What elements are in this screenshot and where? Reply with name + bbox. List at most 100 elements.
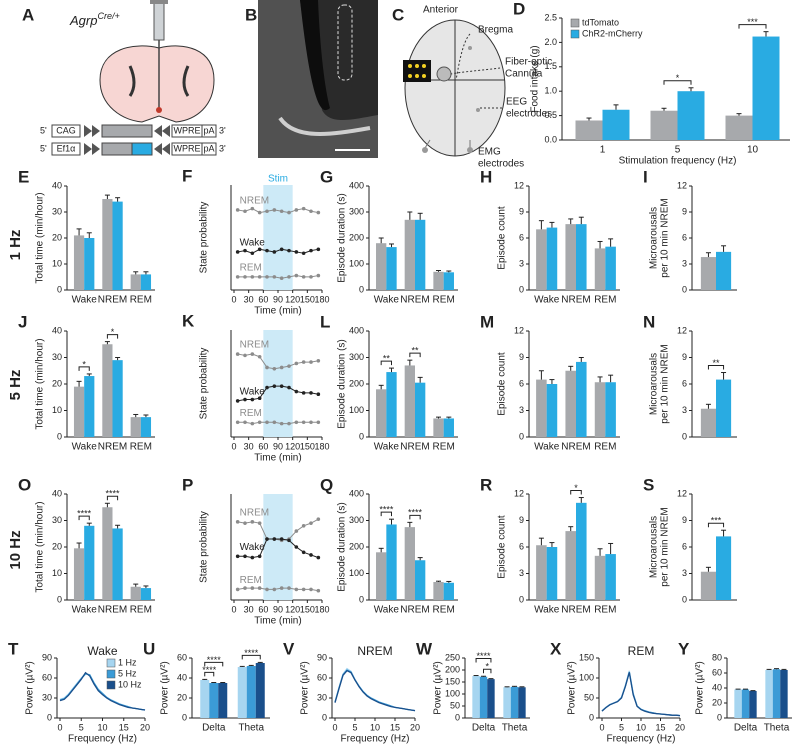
y-tick-label: 150	[445, 676, 460, 686]
construct-label: Ef1α	[57, 143, 76, 153]
fiber-track	[337, 4, 353, 81]
bar	[700, 257, 716, 290]
y-tick-label: 400	[349, 180, 364, 190]
y-tick-label: 6	[519, 232, 524, 242]
y-tick-label: 6	[682, 378, 687, 388]
point	[279, 209, 284, 214]
point	[301, 251, 306, 256]
bar	[677, 91, 705, 140]
x-tick-label: 5	[619, 722, 624, 732]
panel-letter: U	[143, 639, 155, 658]
x-tick-label: Delta	[472, 723, 496, 734]
point	[243, 275, 247, 279]
bar	[376, 389, 387, 437]
bar	[503, 687, 511, 718]
legend-label: 10 Hz	[118, 679, 142, 689]
significance-bracket	[475, 658, 492, 663]
point	[287, 586, 291, 590]
y-tick-label: 30	[52, 352, 62, 362]
bar	[749, 691, 757, 718]
y-tick-label: 9	[682, 515, 687, 525]
x-tick-label: 10	[747, 145, 759, 156]
panel-letter: H	[480, 167, 492, 186]
point	[301, 275, 306, 279]
bar	[102, 507, 113, 600]
bar	[518, 687, 526, 718]
panel-a: A AgrpCre/+ 5' CAG WPRE pA 3' 5' Ef1α	[22, 0, 226, 156]
panel-letter: Q	[320, 475, 333, 494]
panel-c: C Anterior Bregma Fiber-optic Cannula EE…	[392, 5, 552, 170]
y-tick-label: 200	[445, 664, 460, 674]
point	[235, 352, 240, 356]
bar	[565, 370, 576, 437]
y-tick-label: 60	[712, 667, 722, 677]
y-tick-label: 20	[177, 692, 187, 702]
point	[235, 554, 240, 559]
significance-bracket	[78, 366, 90, 371]
y-tick-label: 3	[682, 258, 687, 268]
bar	[376, 552, 387, 600]
x-tick-label: Wake	[374, 295, 400, 306]
significance-label: *	[111, 327, 115, 337]
legend-swatch	[106, 680, 116, 690]
bar	[102, 344, 113, 437]
y-tick-label: 3	[519, 568, 524, 578]
x-tick-label: NREM	[400, 605, 429, 616]
y-tick-label: 20	[52, 378, 62, 388]
point	[301, 420, 306, 425]
y-tick-label: 0	[359, 594, 364, 604]
y-tick-label: 150	[579, 652, 594, 662]
bar	[575, 120, 603, 140]
x-tick-label: REM	[130, 295, 152, 306]
y-tick-label: 200	[349, 541, 364, 551]
bar	[716, 536, 732, 600]
point	[243, 420, 247, 425]
bar	[576, 361, 587, 437]
bar	[130, 417, 141, 437]
y-tick-label: 30	[42, 692, 52, 702]
bar	[602, 109, 630, 140]
x-tick-label: NREM	[98, 605, 127, 616]
bar	[433, 271, 444, 290]
point	[235, 250, 240, 254]
construct-2: 5' Ef1α WPRE pA 3'	[40, 142, 226, 156]
x-tick-label: Wake	[374, 605, 400, 616]
bar	[510, 686, 519, 718]
bar	[576, 502, 587, 600]
y-axis-label: Total time (min/hour)	[35, 501, 46, 592]
bar	[605, 246, 616, 290]
significance-label: ****	[476, 651, 491, 661]
stim-shade	[263, 185, 293, 290]
y-tick-label: 100	[349, 405, 364, 415]
panel-letter: G	[320, 167, 333, 186]
panel-letter: N	[643, 312, 655, 331]
point	[272, 208, 277, 212]
y-tick-label: 0	[359, 431, 364, 441]
y-tick-label: 60	[42, 672, 52, 682]
y-tick-label: 40	[712, 682, 722, 692]
y-tick-label: 6	[519, 378, 524, 388]
bar	[605, 382, 616, 437]
point	[272, 250, 277, 254]
y-tick-label: 9	[682, 206, 687, 216]
arcuate-signal	[278, 116, 371, 136]
x-tick-label: REM	[594, 605, 616, 616]
point	[309, 275, 313, 279]
y-axis-label: Total time (min/hour)	[35, 338, 46, 429]
bar	[565, 224, 576, 290]
bar	[734, 689, 742, 718]
bar	[700, 408, 716, 437]
y-axis-label: per 10 min NREM	[660, 344, 671, 423]
bar	[140, 588, 152, 600]
opsin-box	[131, 142, 153, 156]
bar	[130, 274, 141, 290]
point	[287, 421, 291, 426]
x-tick-label: 180	[314, 441, 329, 451]
x-tick-label: REM	[433, 295, 455, 306]
point	[316, 358, 321, 363]
bar	[536, 229, 547, 290]
bar	[443, 418, 454, 437]
diagram-label: electrodes	[478, 159, 524, 170]
series-label: Wake	[240, 387, 266, 398]
y-tick-label: 300	[349, 515, 364, 525]
